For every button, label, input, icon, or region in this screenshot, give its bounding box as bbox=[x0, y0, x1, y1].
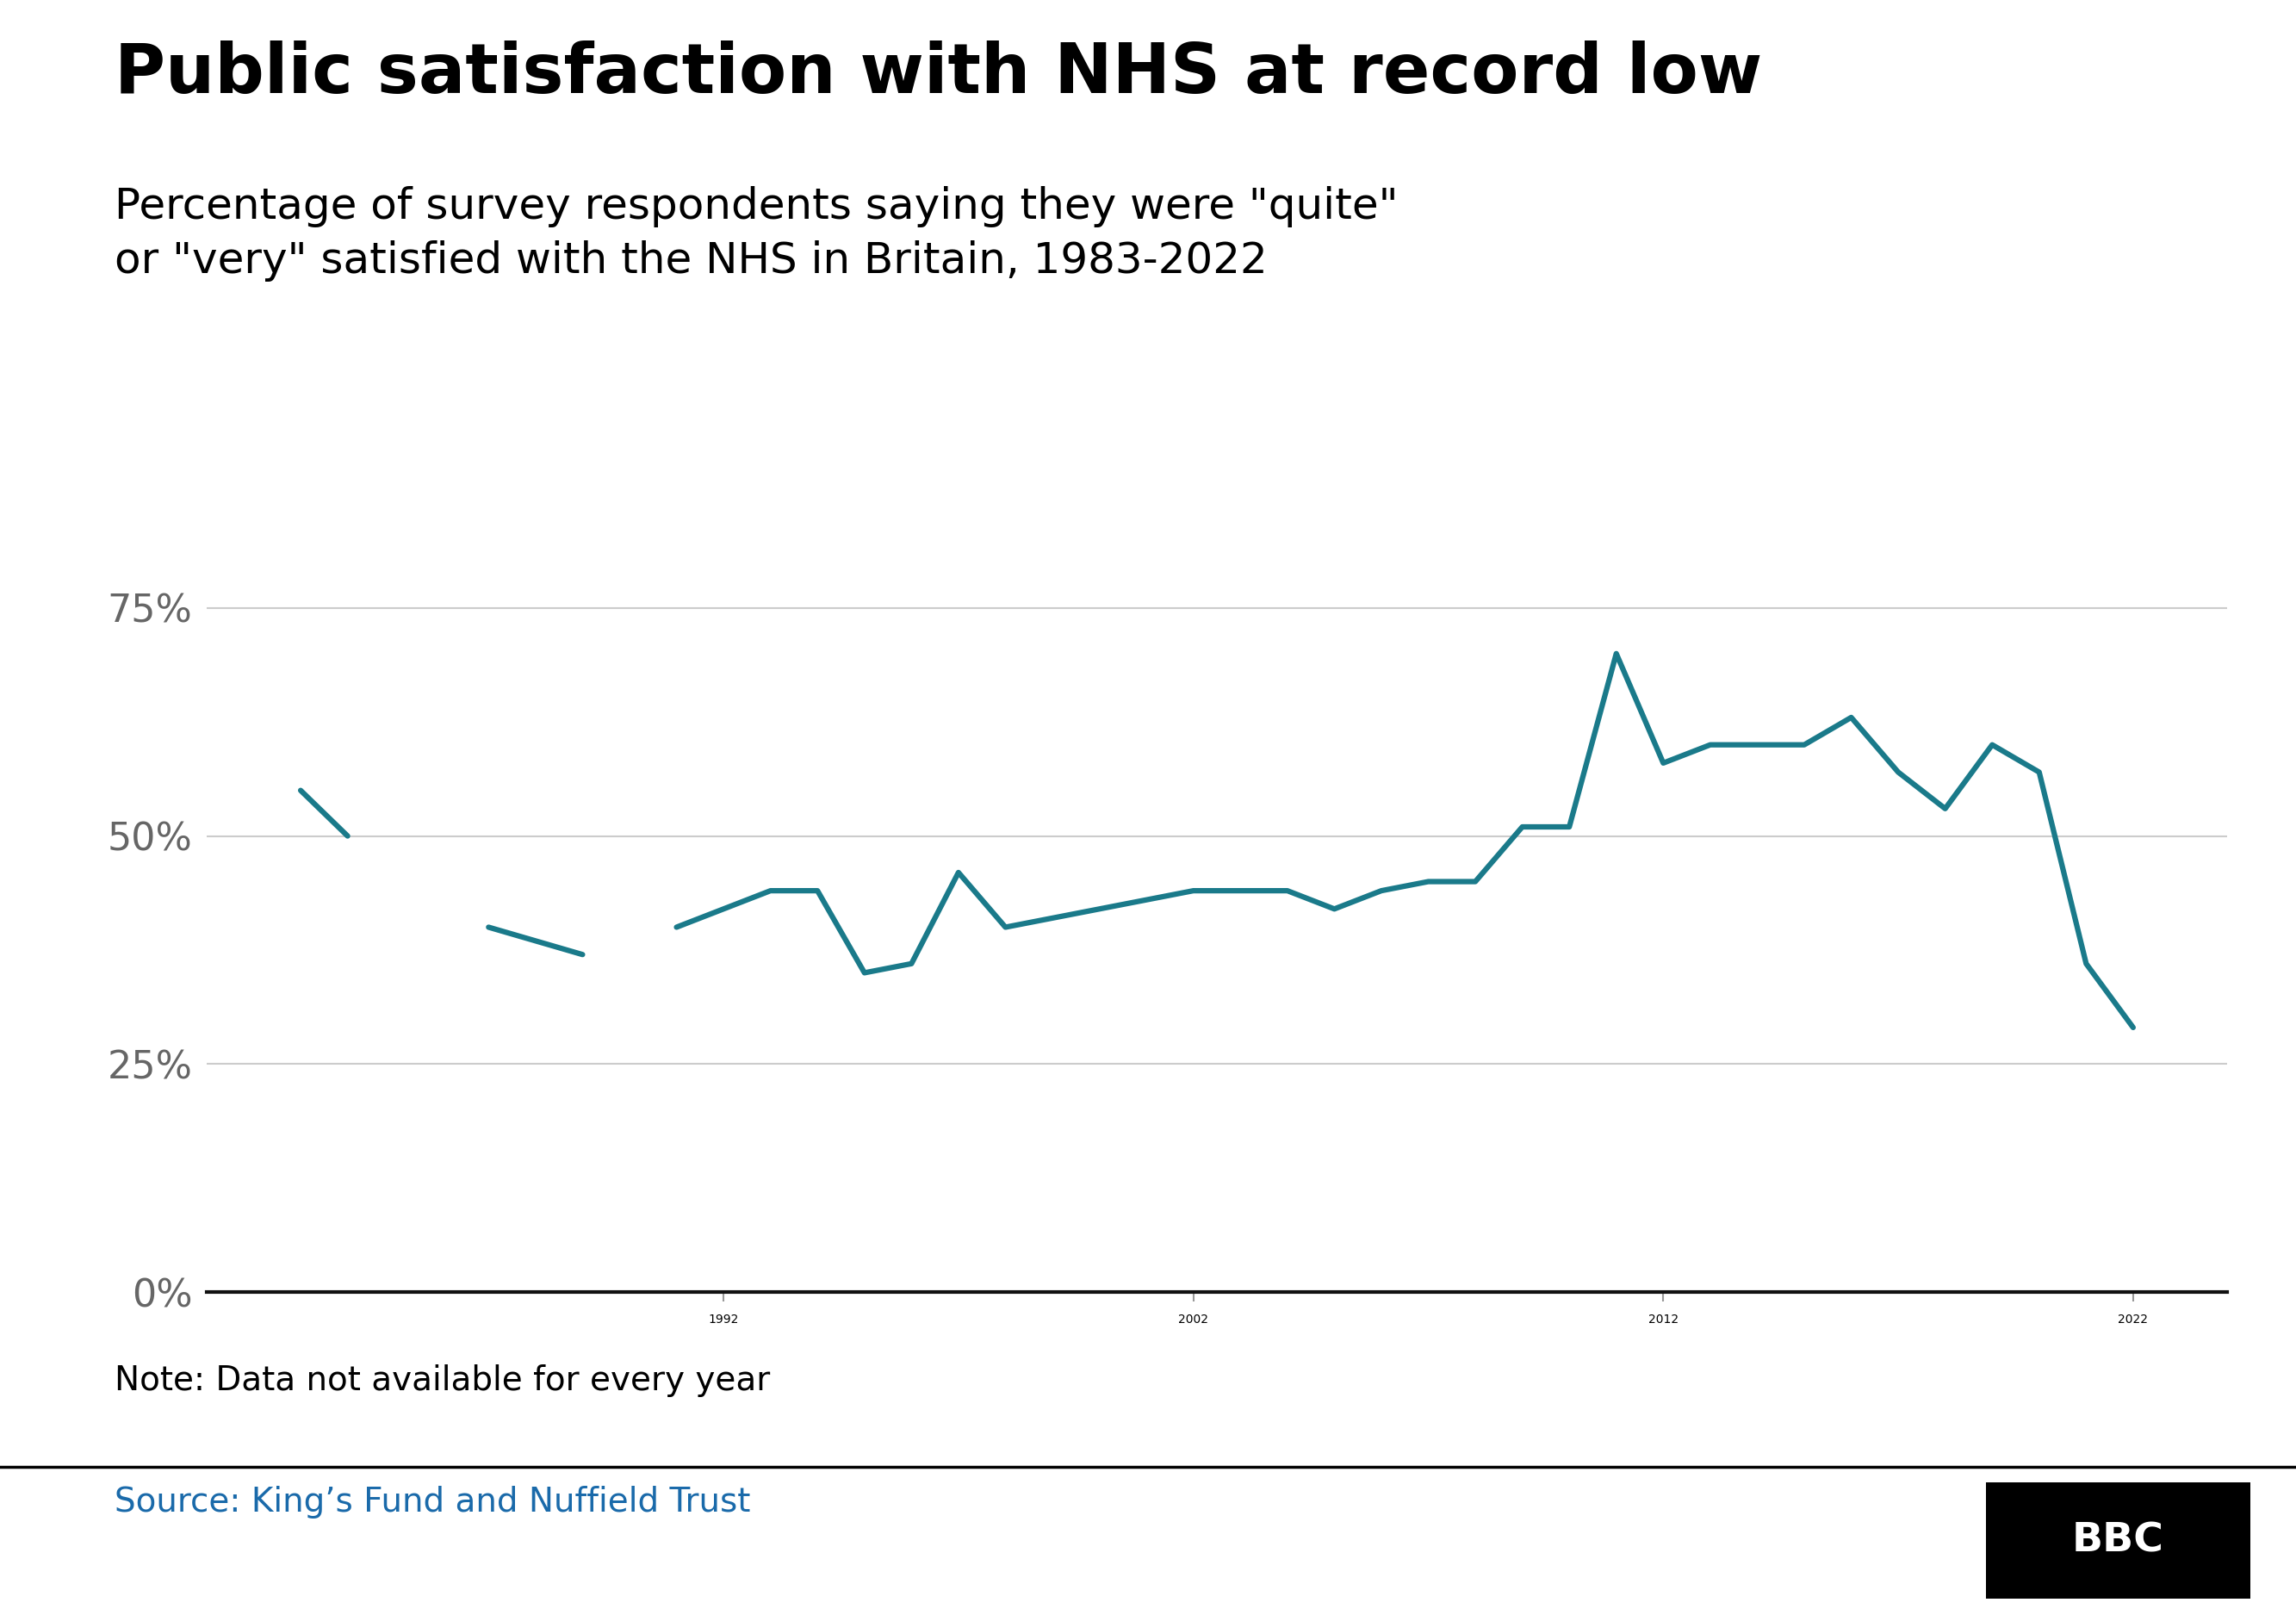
Text: Public satisfaction with NHS at record low: Public satisfaction with NHS at record l… bbox=[115, 40, 1763, 108]
Text: Source: King’s Fund and Nuffield Trust: Source: King’s Fund and Nuffield Trust bbox=[115, 1486, 751, 1518]
Text: Note: Data not available for every year: Note: Data not available for every year bbox=[115, 1365, 771, 1397]
Text: BBC: BBC bbox=[2071, 1521, 2165, 1560]
Text: Percentage of survey respondents saying they were "quite"
or "very" satisfied wi: Percentage of survey respondents saying … bbox=[115, 186, 1398, 281]
